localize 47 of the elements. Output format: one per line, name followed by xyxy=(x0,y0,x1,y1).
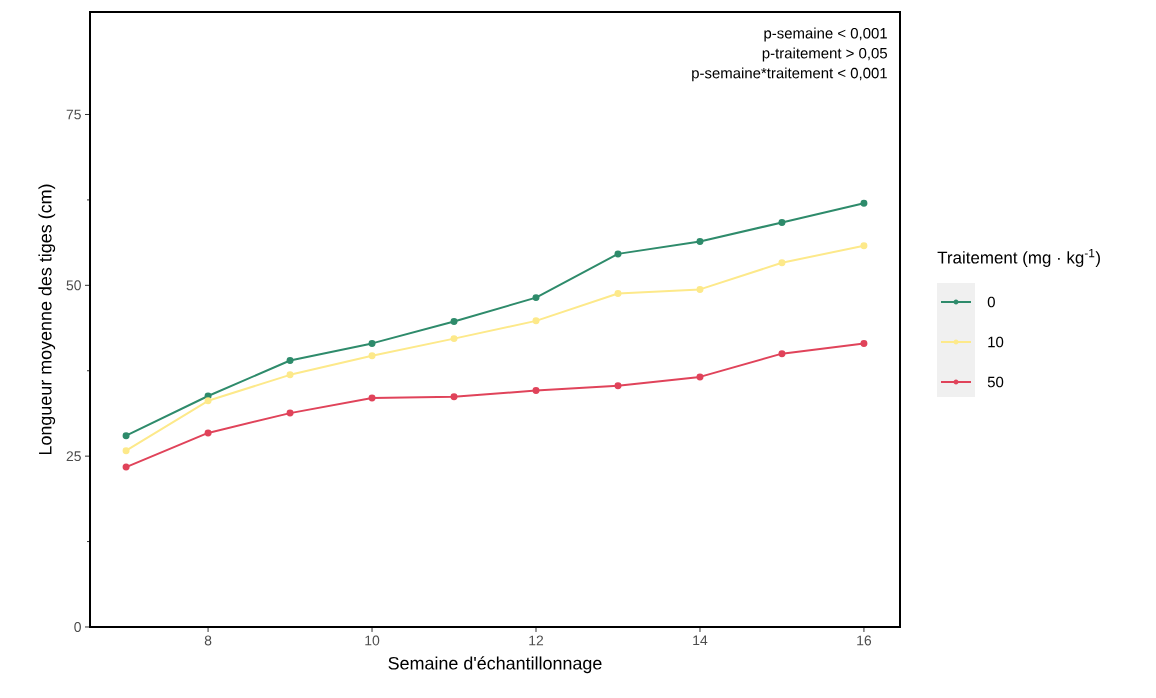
point xyxy=(286,409,294,417)
point xyxy=(778,350,786,358)
y-axis-title: Longueur moyenne des tiges (cm) xyxy=(38,184,56,455)
point xyxy=(614,382,622,390)
x-tick-label: 16 xyxy=(857,635,872,646)
legend-title: Traitement (mg · kg$^{-1}$) xyxy=(937,249,1100,267)
point xyxy=(778,218,786,226)
legend-label: 10 xyxy=(988,336,1004,348)
point xyxy=(368,352,376,360)
point xyxy=(696,373,704,381)
y-tick-label: 25 xyxy=(66,451,81,462)
point xyxy=(696,285,704,293)
point xyxy=(286,356,294,364)
x-axis-title: Semaine d'échantillonnage xyxy=(388,656,602,674)
point xyxy=(532,294,540,302)
point xyxy=(778,259,786,267)
point xyxy=(368,339,376,347)
y-tick-label: 50 xyxy=(66,280,81,291)
point xyxy=(122,432,130,440)
x-tick-label: 10 xyxy=(365,635,380,646)
annotation: p-semaine*traitement < 0,001 xyxy=(692,67,887,82)
point xyxy=(532,317,540,325)
point xyxy=(532,387,540,395)
point xyxy=(368,394,376,402)
point xyxy=(204,429,212,437)
point xyxy=(860,242,868,250)
x-tick-label: 8 xyxy=(204,635,212,646)
annotation: p-semaine < 0,001 xyxy=(764,27,887,42)
point xyxy=(450,318,458,326)
annotation: p-traitement > 0,05 xyxy=(762,47,888,62)
point xyxy=(450,393,458,401)
x-tick-label: 12 xyxy=(529,635,544,646)
x-tick-label: 14 xyxy=(693,635,708,646)
legend-label: 0 xyxy=(987,296,995,308)
legend-label: 50 xyxy=(987,376,1004,388)
point xyxy=(286,371,294,379)
point xyxy=(860,339,868,347)
point xyxy=(122,463,130,471)
point xyxy=(204,397,212,405)
point xyxy=(696,238,704,246)
point xyxy=(122,447,130,455)
point xyxy=(860,199,868,207)
point xyxy=(614,250,622,258)
y-tick-label: 75 xyxy=(66,109,81,120)
point xyxy=(614,290,622,298)
y-tick-label: 0 xyxy=(74,622,81,632)
point xyxy=(450,335,458,343)
